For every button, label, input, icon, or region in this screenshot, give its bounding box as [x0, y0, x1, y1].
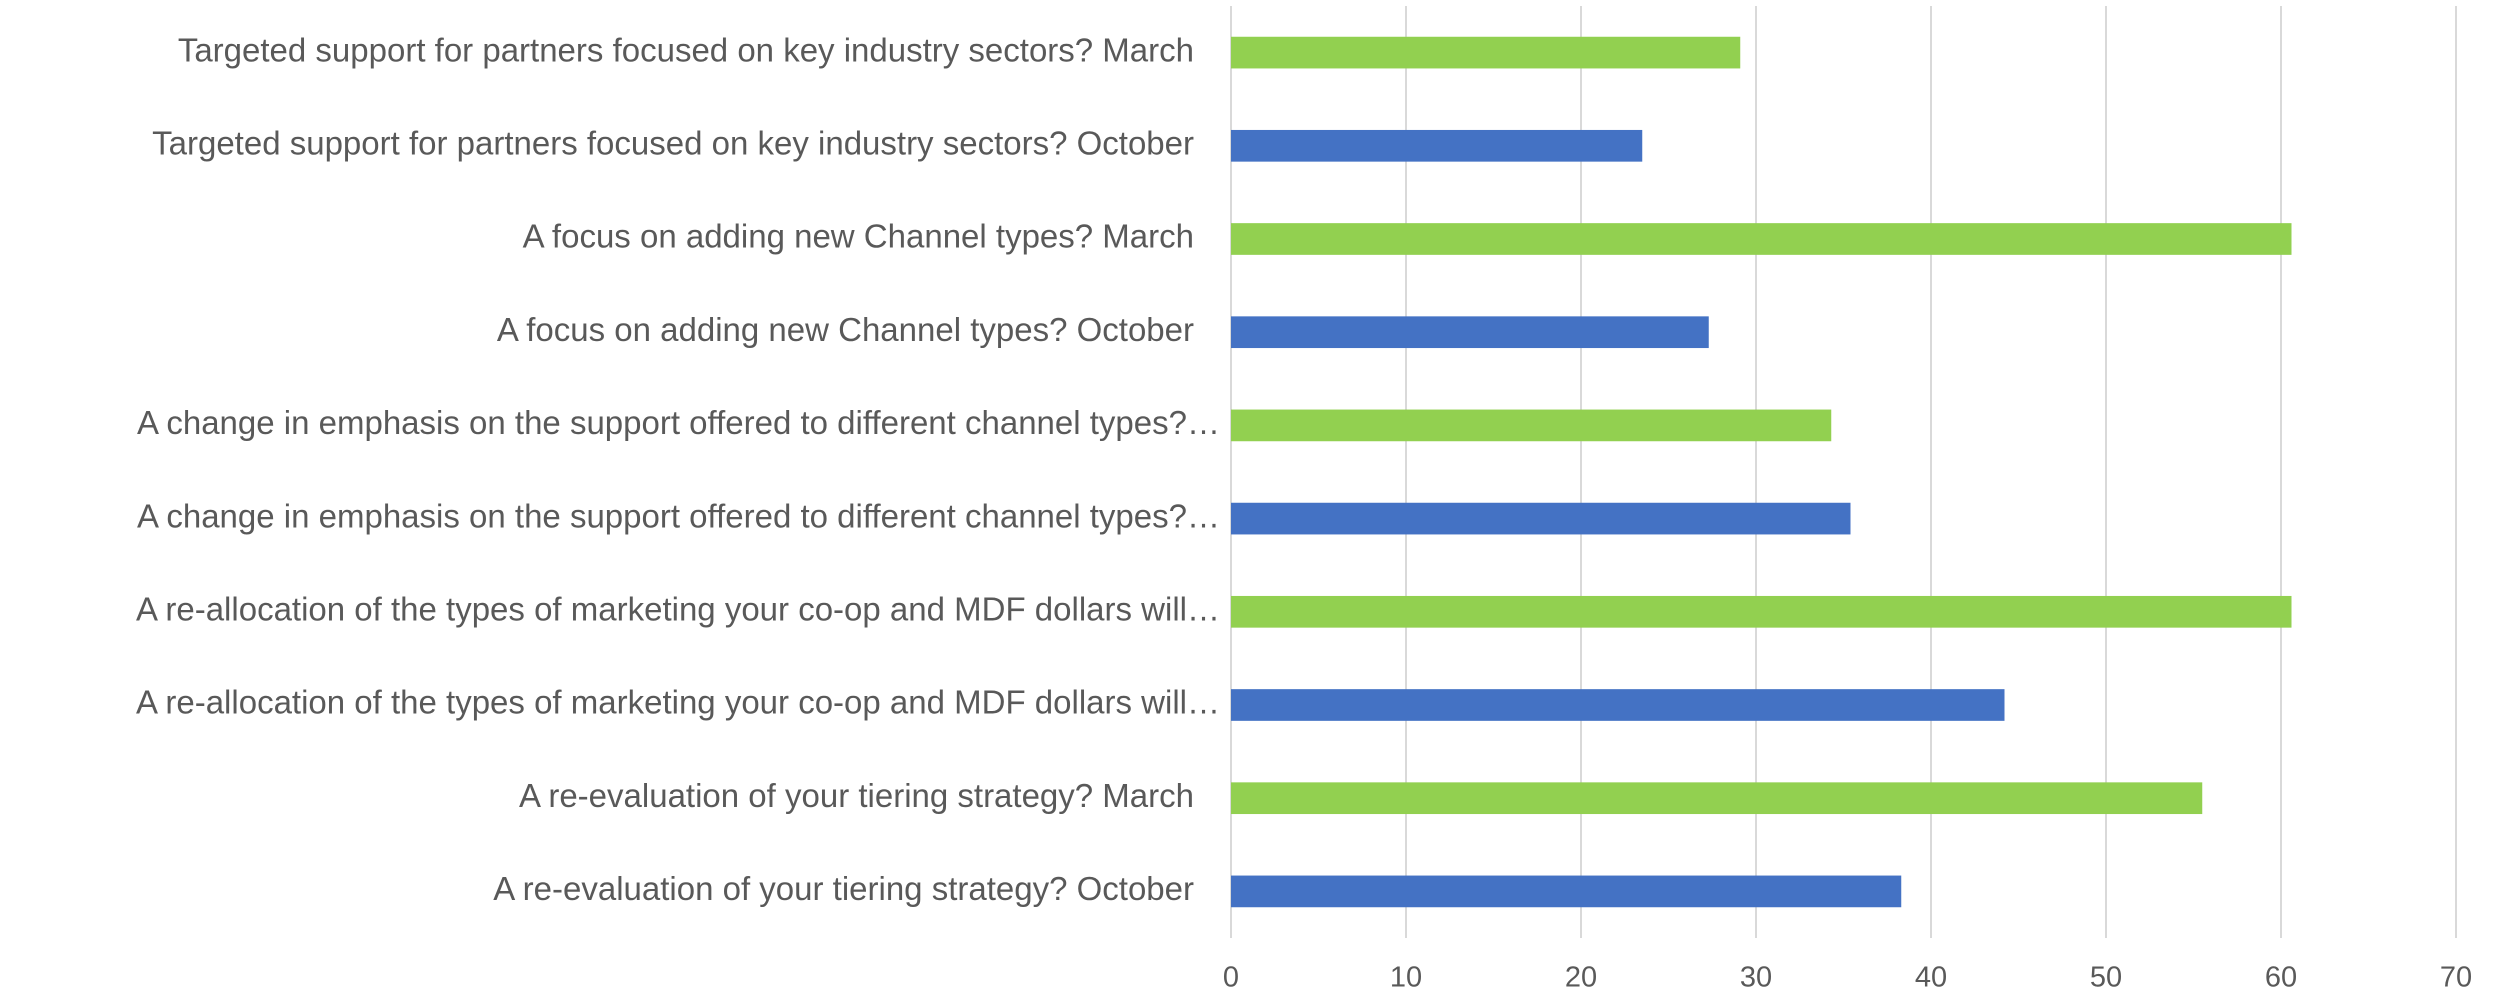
y-tick-label: A re-allocation of the types of marketin… — [136, 591, 1220, 628]
bar — [1231, 782, 2203, 815]
y-tick-label: A focus on adding new Channel types? Oct… — [497, 311, 1194, 348]
x-tick-label: 0 — [1223, 962, 1239, 993]
bar — [1231, 409, 1832, 442]
y-tick-label: Targeted support for partners focused on… — [152, 125, 1194, 162]
y-tick-label: A re-evaluation of your tiering strategy… — [519, 777, 1194, 814]
x-tick-label: 50 — [2090, 962, 2122, 993]
y-tick-label: A change in emphasis on the support offe… — [137, 497, 1220, 534]
x-tick-label: 20 — [1565, 962, 1597, 993]
x-tick-label: 60 — [2265, 962, 2297, 993]
bar — [1231, 595, 2292, 628]
y-tick-label: A change in emphasis on the support offe… — [137, 404, 1220, 441]
x-tick-label: 30 — [1740, 962, 1772, 993]
bar — [1231, 36, 1741, 69]
y-tick-label: Targeted support for partners focused on… — [178, 31, 1194, 68]
x-tick-label: 10 — [1390, 962, 1422, 993]
bar — [1231, 223, 2292, 255]
x-tick-label: 40 — [1915, 962, 1947, 993]
y-tick-label: A focus on adding new Channel types? Mar… — [523, 218, 1194, 255]
y-tick-label: A re-evaluation of your tiering strategy… — [493, 870, 1194, 907]
bar — [1231, 502, 1851, 535]
bar — [1231, 875, 1902, 908]
x-tick-label: 70 — [2440, 962, 2472, 993]
bar — [1231, 316, 1709, 349]
y-tick-label: A re-allocation of the types of marketin… — [136, 684, 1220, 721]
bar — [1231, 689, 2005, 721]
bar — [1231, 129, 1643, 162]
